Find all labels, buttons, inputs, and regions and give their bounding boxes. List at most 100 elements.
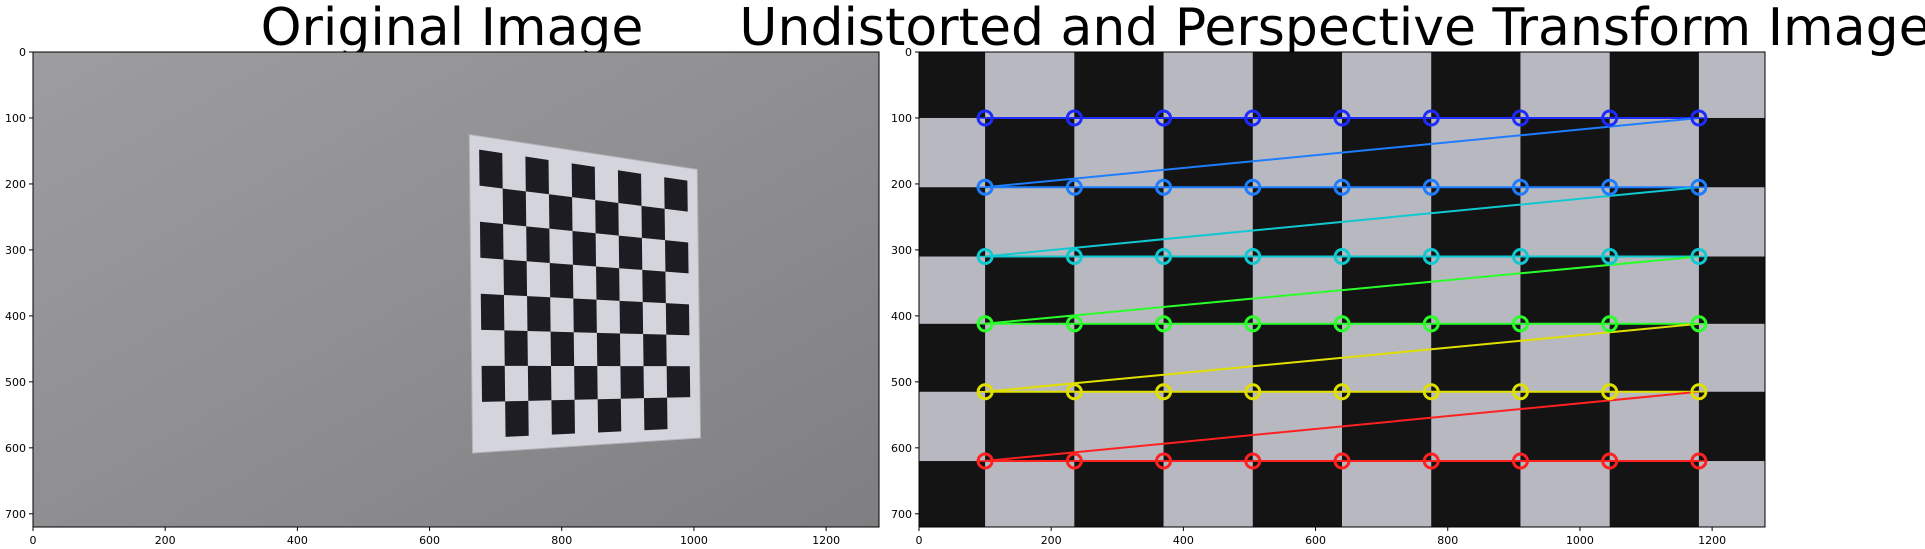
rectified-checkerboard bbox=[919, 52, 1765, 527]
checker-square bbox=[617, 170, 642, 206]
checker-square bbox=[985, 256, 1075, 324]
checker-square bbox=[1074, 461, 1164, 527]
detected-corners bbox=[976, 109, 1708, 470]
left-panel-title: Original Image bbox=[261, 0, 644, 58]
checker-square bbox=[664, 177, 688, 212]
checker-square bbox=[1342, 117, 1432, 188]
checker-square bbox=[548, 194, 573, 231]
checker-square bbox=[1252, 52, 1342, 118]
corner-link-line bbox=[984, 322, 1700, 393]
checker-square bbox=[1520, 391, 1610, 462]
checker-square bbox=[595, 200, 619, 236]
checker-square bbox=[1431, 461, 1521, 527]
right-axis-ticks: 0 200 400 600 800 1000 1200 0 100 200 300 400 500 600… bbox=[891, 46, 1726, 547]
x-tick-label: 1200 bbox=[1698, 534, 1726, 547]
x-tick-label: 1000 bbox=[1566, 534, 1594, 547]
checker-square bbox=[1609, 52, 1699, 118]
checker-square bbox=[596, 266, 620, 301]
checker-square bbox=[571, 163, 596, 201]
checker-square bbox=[1252, 323, 1342, 392]
checker-square bbox=[527, 296, 551, 332]
checker-square bbox=[479, 221, 504, 260]
right-panel-title: Undistorted and Perspective Transform Im… bbox=[739, 0, 1925, 58]
checker-square bbox=[549, 262, 574, 299]
y-tick-label: 400 bbox=[891, 310, 912, 323]
original-image-panel: 0 200 400 600 800 1000 1200 0 100 200 300 400 500 600… bbox=[5, 46, 880, 547]
checker-square bbox=[479, 149, 503, 189]
checker-square bbox=[502, 188, 527, 227]
x-tick-label: 400 bbox=[1173, 534, 1194, 547]
checker-square bbox=[1698, 256, 1765, 324]
checker-square bbox=[480, 293, 505, 331]
checker-square bbox=[919, 52, 986, 118]
checker-square bbox=[620, 366, 644, 399]
checker-square bbox=[1074, 52, 1164, 118]
checker-square bbox=[504, 330, 528, 366]
y-tick-label: 700 bbox=[5, 508, 26, 521]
checker-square bbox=[1520, 256, 1610, 324]
checker-square bbox=[1342, 391, 1432, 462]
checker-square bbox=[525, 156, 549, 195]
x-tick-label: 600 bbox=[419, 534, 440, 547]
x-tick-label: 1000 bbox=[680, 534, 708, 547]
checker-square bbox=[503, 259, 528, 297]
y-tick-label: 100 bbox=[5, 112, 26, 125]
y-tick-label: 100 bbox=[891, 112, 912, 125]
checker-square bbox=[666, 366, 691, 398]
checker-square bbox=[1609, 461, 1699, 527]
y-tick-label: 600 bbox=[5, 442, 26, 455]
y-tick-label: 600 bbox=[891, 442, 912, 455]
x-tick-label: 800 bbox=[551, 534, 572, 547]
left-axis-ticks: 0 200 400 600 800 1000 1200 0 100 200 300 400 500 600… bbox=[5, 46, 840, 547]
x-tick-label: 200 bbox=[155, 534, 176, 547]
checker-square bbox=[573, 298, 597, 333]
wall-background bbox=[33, 52, 879, 527]
checker-square bbox=[574, 366, 598, 400]
x-tick-label: 0 bbox=[30, 534, 37, 547]
checker-square bbox=[642, 269, 666, 304]
checker-square bbox=[596, 332, 621, 367]
checker-square bbox=[1520, 117, 1610, 188]
checker-square bbox=[919, 187, 986, 257]
x-tick-label: 400 bbox=[287, 534, 308, 547]
checker-square bbox=[1074, 187, 1164, 257]
y-tick-label: 0 bbox=[905, 46, 912, 59]
checker-square bbox=[572, 230, 597, 267]
y-tick-label: 200 bbox=[5, 178, 26, 191]
corner-link-line bbox=[984, 116, 1700, 189]
right-axes-frame bbox=[918, 51, 1766, 528]
checker-square bbox=[665, 303, 690, 336]
checker-square bbox=[1609, 323, 1699, 392]
y-tick-label: 300 bbox=[5, 244, 26, 257]
checker-square bbox=[1163, 391, 1253, 462]
checker-square bbox=[641, 205, 666, 241]
y-tick-label: 500 bbox=[5, 376, 26, 389]
y-tick-label: 300 bbox=[891, 244, 912, 257]
distorted-checkerboard bbox=[468, 133, 702, 454]
left-axes-frame bbox=[32, 51, 880, 528]
checker-square bbox=[551, 399, 575, 435]
checker-square bbox=[1431, 52, 1521, 118]
corner-link-line bbox=[984, 390, 1700, 463]
checker-square bbox=[643, 397, 668, 431]
checker-square bbox=[618, 235, 643, 270]
corner-link-line bbox=[984, 186, 1700, 258]
y-tick-label: 500 bbox=[891, 376, 912, 389]
checker-square bbox=[1609, 187, 1699, 257]
y-tick-label: 0 bbox=[19, 46, 26, 59]
checker-square bbox=[1163, 117, 1253, 188]
checker-square bbox=[505, 400, 529, 437]
checker-square bbox=[985, 117, 1075, 188]
x-tick-label: 0 bbox=[916, 534, 923, 547]
y-tick-label: 200 bbox=[891, 178, 912, 191]
checker-square bbox=[1163, 256, 1253, 324]
x-tick-label: 600 bbox=[1305, 534, 1326, 547]
checker-square bbox=[1252, 187, 1342, 257]
checker-square bbox=[526, 226, 550, 263]
checker-square bbox=[1698, 391, 1765, 462]
checker-square bbox=[481, 365, 506, 402]
checker-square bbox=[643, 334, 667, 367]
checker-square bbox=[665, 240, 689, 274]
checker-square bbox=[619, 300, 644, 335]
